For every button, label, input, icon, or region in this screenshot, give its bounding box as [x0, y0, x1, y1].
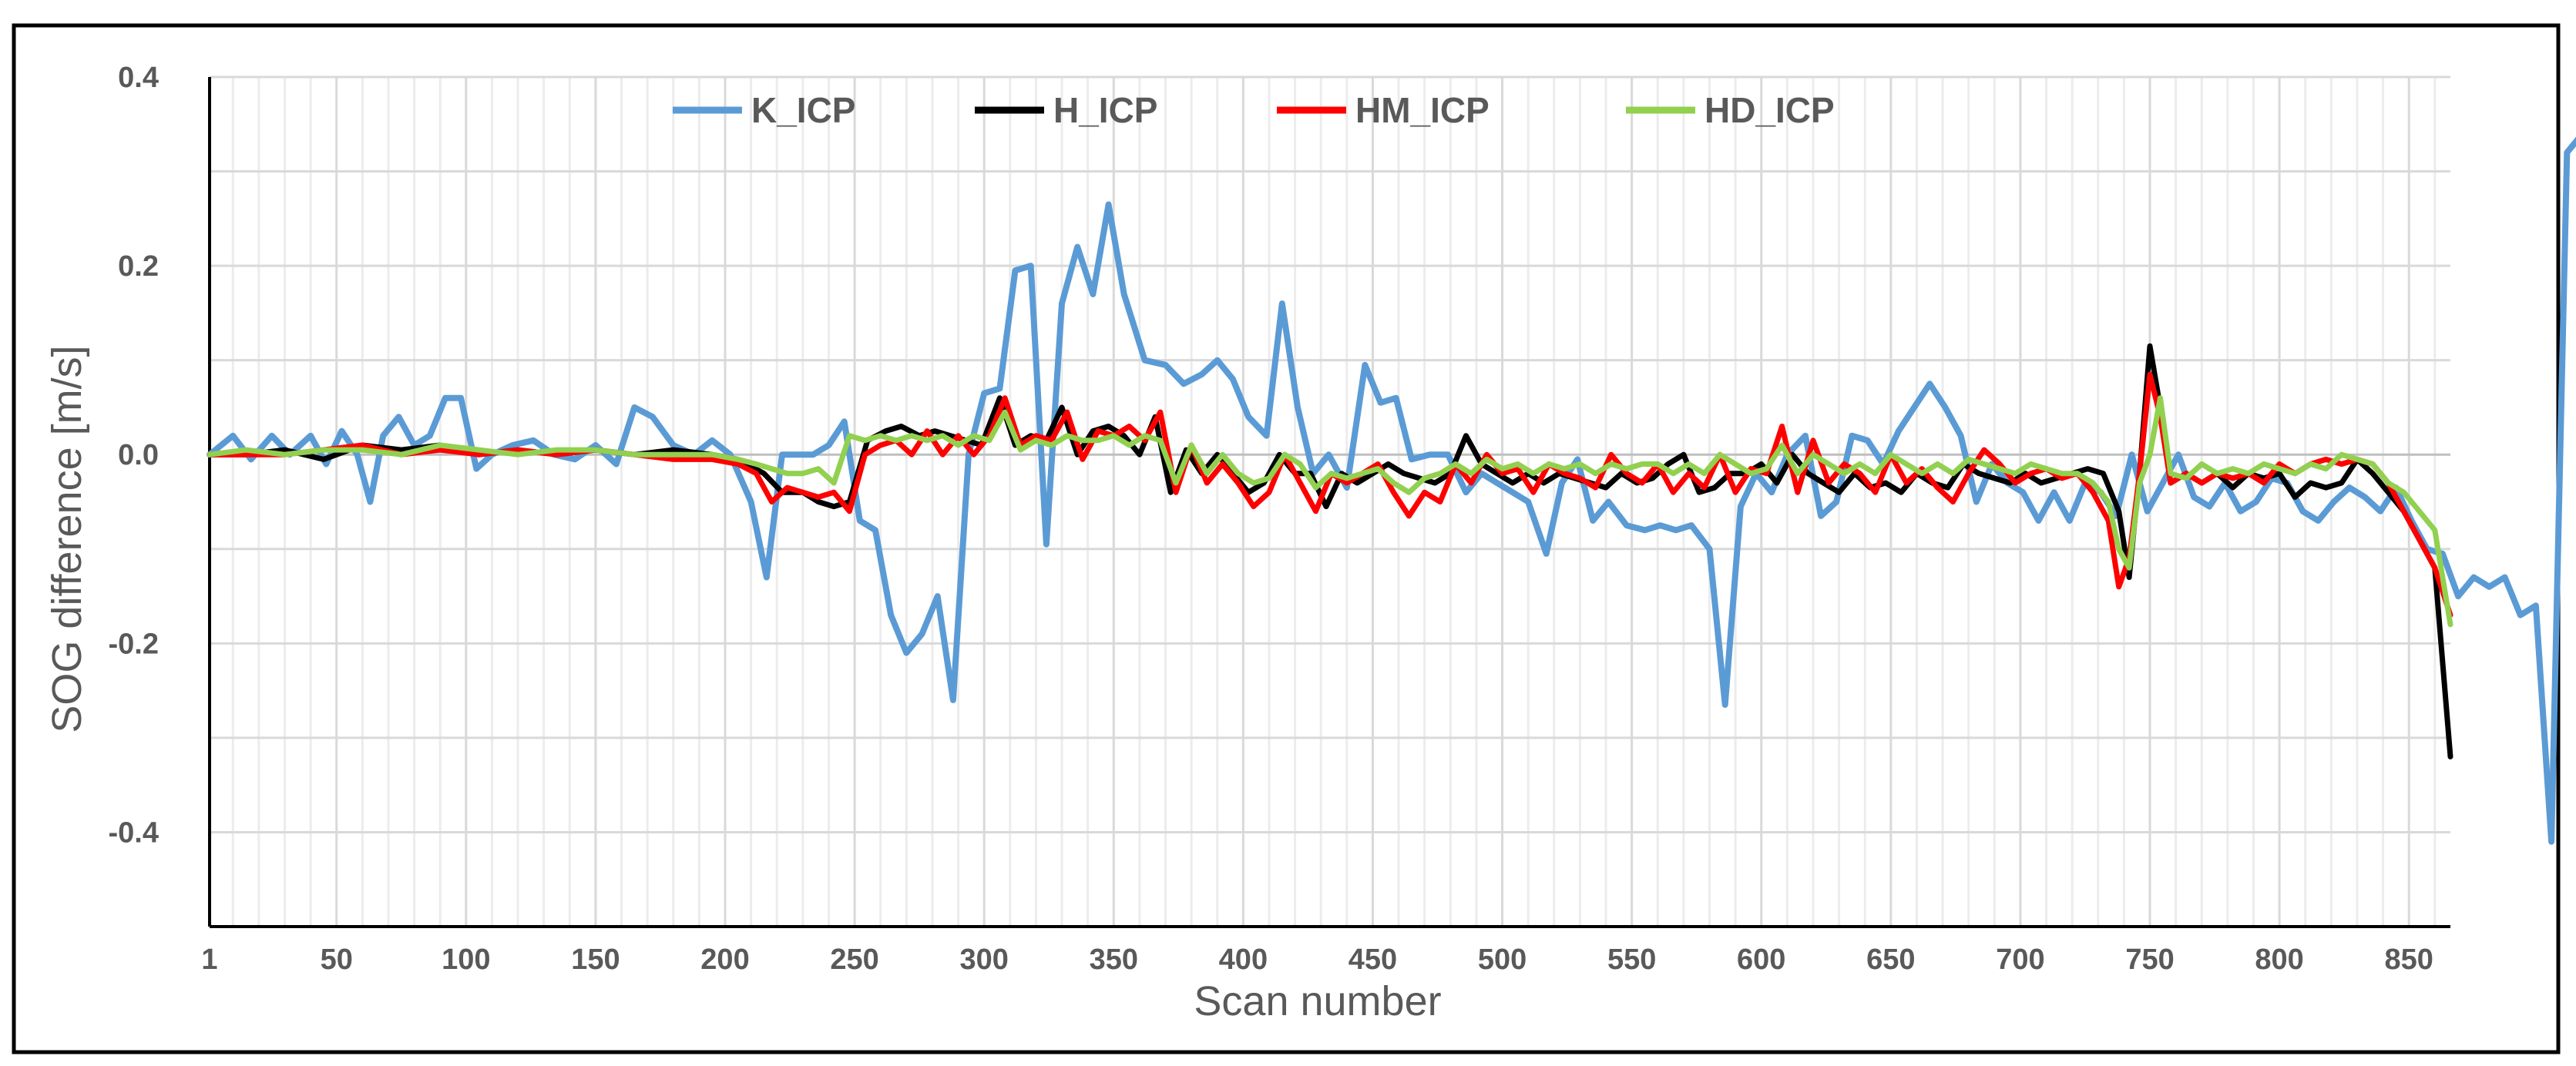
x-tick-label: 500: [1478, 944, 1526, 976]
x-tick-label: 450: [1348, 944, 1397, 976]
series-line-hm-icp: [207, 371, 2453, 618]
y-axis-title: SOG difference [m/s]: [44, 345, 90, 732]
y-tick-label: -0.2: [109, 628, 159, 660]
legend-label-k-icp: K_ICP: [751, 90, 855, 130]
x-tick-label: 550: [1607, 944, 1656, 976]
series-line-hd-icp: [207, 395, 2453, 628]
x-tick-label: 200: [700, 944, 749, 976]
axes: [208, 77, 2450, 928]
x-tick-label: 350: [1090, 944, 1138, 976]
x-tick-label: 700: [1996, 944, 2044, 976]
legend-label-hd-icp: HD_ICP: [1704, 90, 1835, 130]
legend-label-h-icp: H_ICP: [1053, 90, 1157, 130]
x-tick-label: 50: [321, 944, 353, 976]
y-tick-label: 0.2: [118, 250, 159, 283]
x-tick-label: 150: [571, 944, 620, 976]
x-axis-title: Scan number: [1194, 978, 1441, 1024]
x-tick-label: 800: [2255, 944, 2303, 976]
x-tick-label: 300: [959, 944, 1008, 976]
series-line-k-icp: [207, 136, 2576, 845]
y-tick-label: 0.0: [118, 439, 159, 471]
x-tick-label: 750: [2125, 944, 2174, 976]
x-tick-label: 250: [830, 944, 878, 976]
x-tick-label: 650: [1866, 944, 1915, 976]
x-tick-label: 1: [201, 944, 217, 976]
legend: K_ICP H_ICP HM_ICP HD_ICP: [673, 90, 1835, 130]
x-tick-label: 850: [2385, 944, 2433, 976]
y-tick-label: 0.4: [118, 62, 159, 94]
x-tick-label: 400: [1219, 944, 1268, 976]
x-tick-label: 600: [1737, 944, 1785, 976]
x-tick-label: 100: [442, 944, 490, 976]
legend-label-hm-icp: HM_ICP: [1355, 90, 1490, 130]
y-tick-label: -0.4: [109, 816, 159, 849]
series-layer: [207, 136, 2576, 845]
tick-labels: 1 50 100 150 200 250 300 350 400 450 500 550 600 650 7…: [109, 62, 2433, 976]
